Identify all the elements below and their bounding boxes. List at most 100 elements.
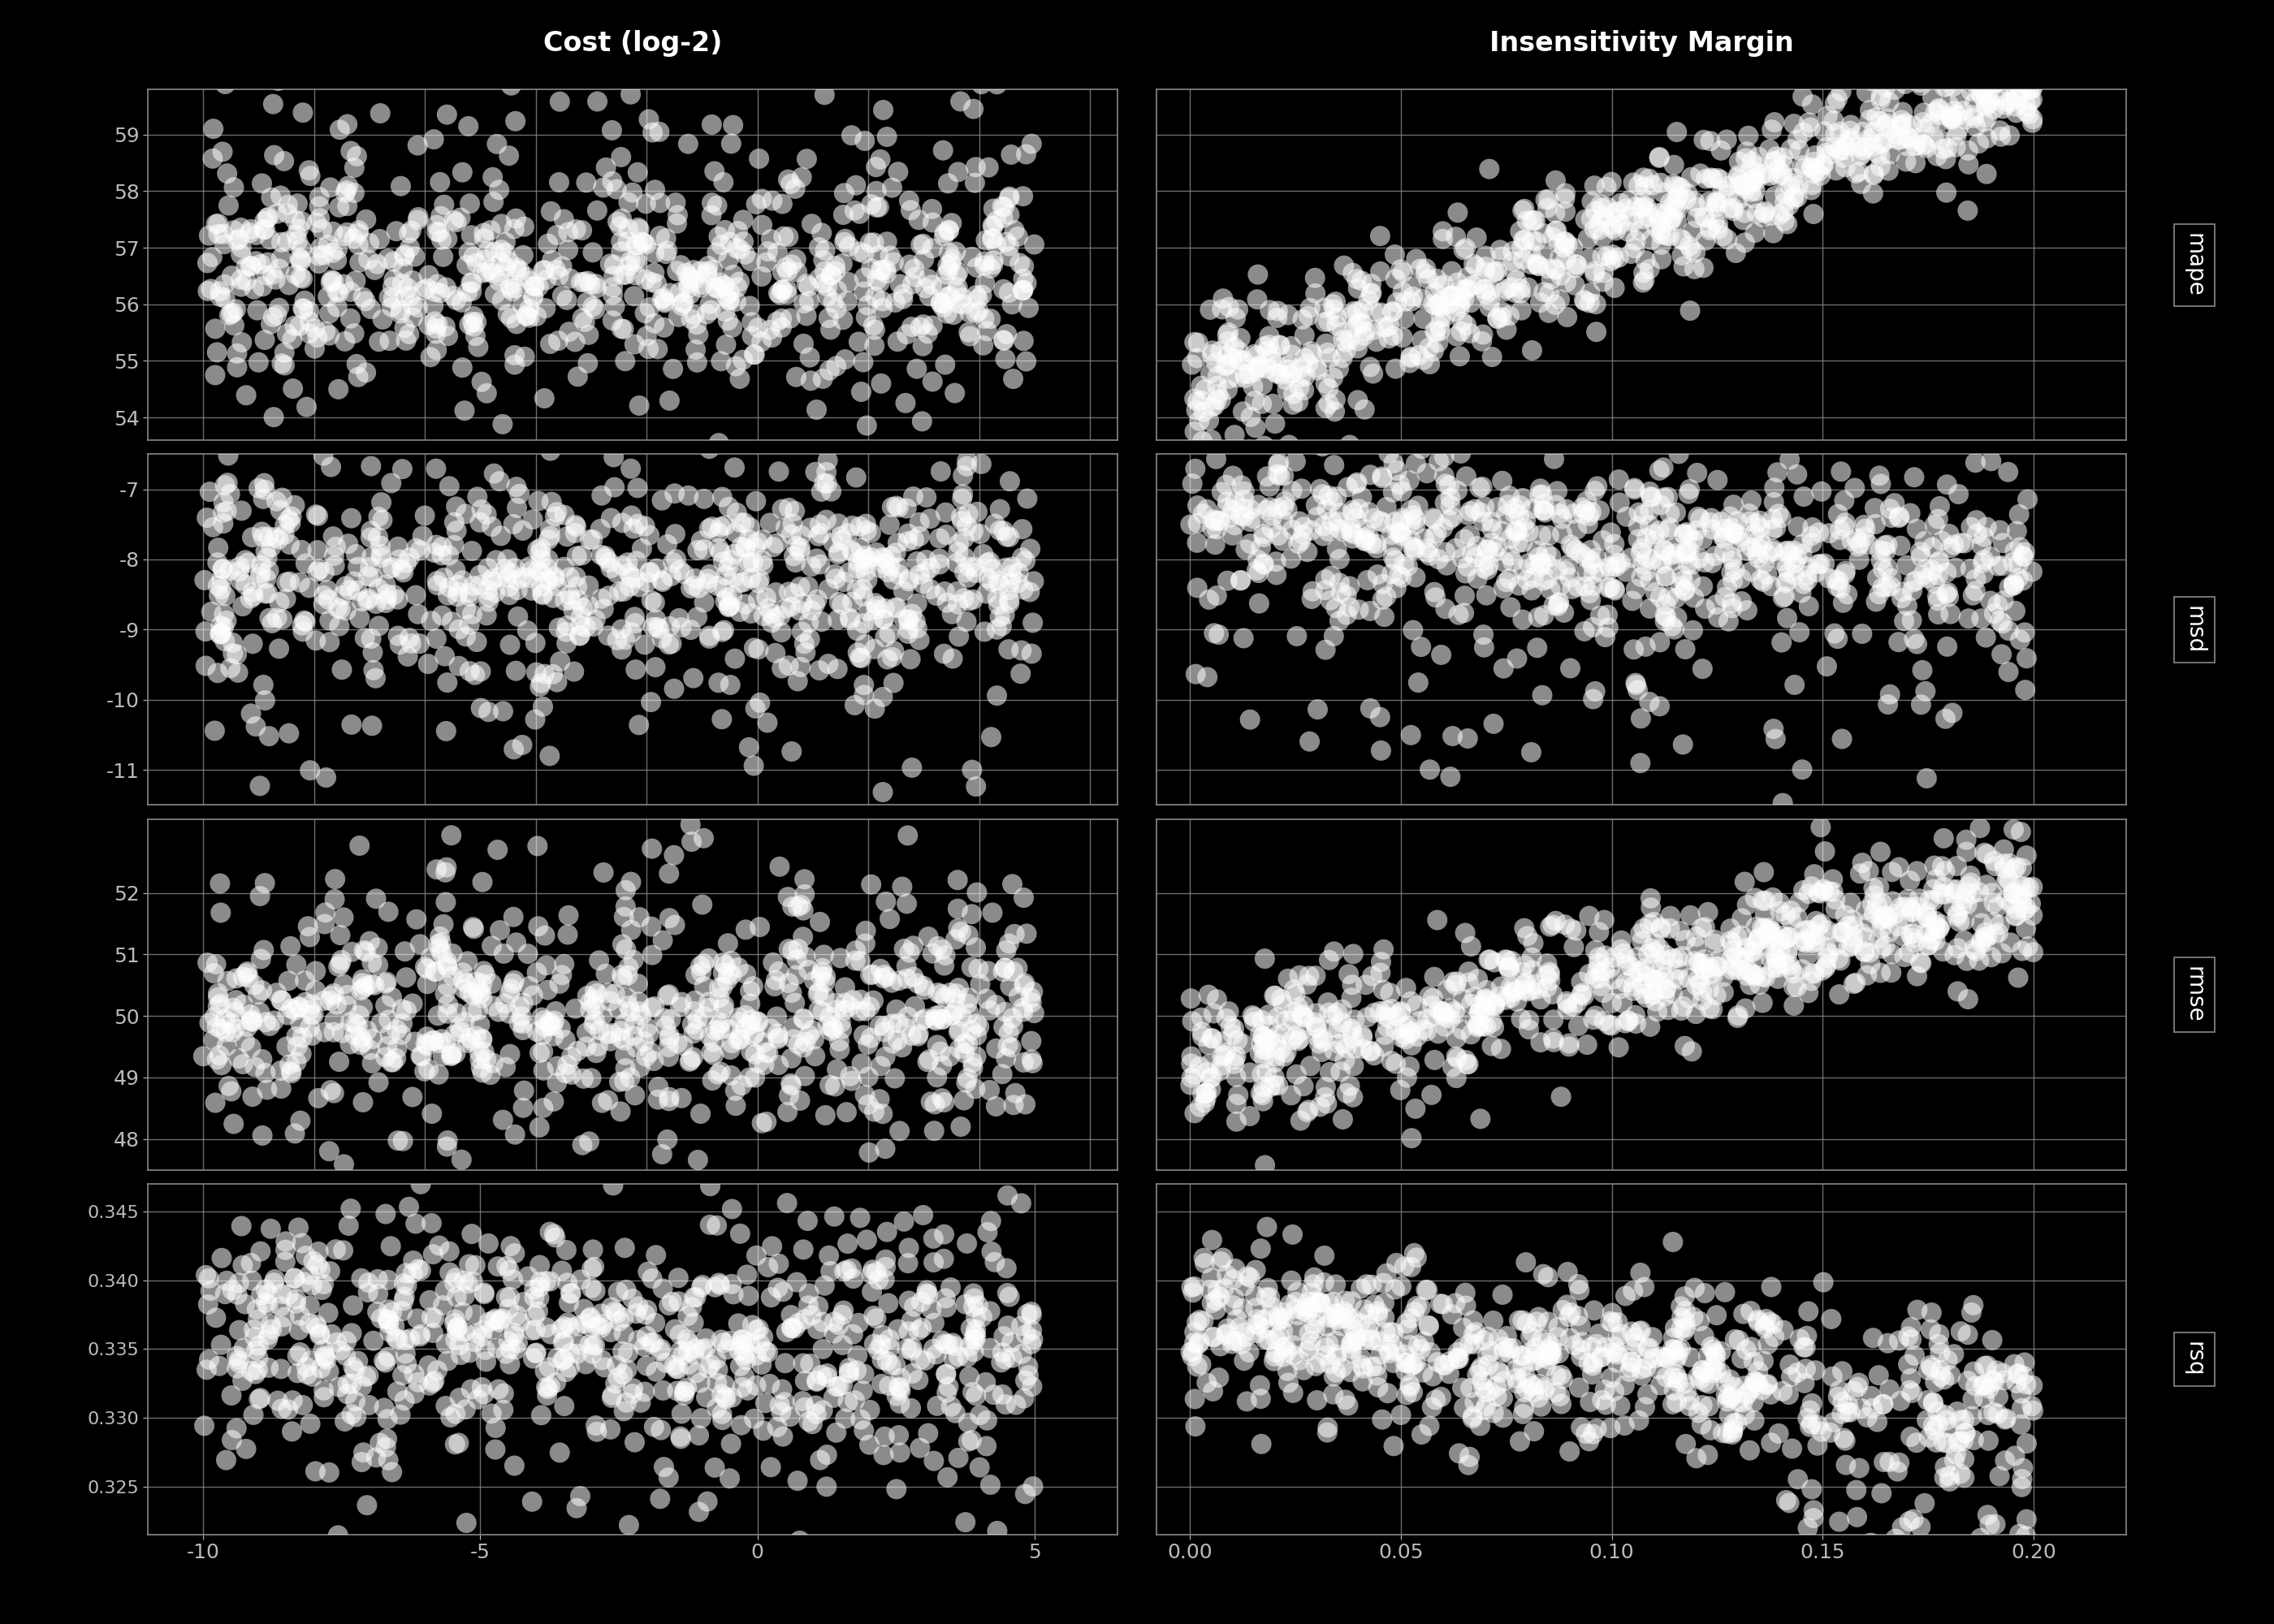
Point xyxy=(721,955,757,981)
Point xyxy=(450,1270,487,1296)
Point xyxy=(1642,208,1678,234)
Point xyxy=(716,1281,753,1307)
Point xyxy=(548,1237,584,1263)
Point xyxy=(619,232,655,258)
Point xyxy=(1978,853,2015,879)
Point xyxy=(782,892,819,918)
Point xyxy=(914,271,951,297)
Point xyxy=(453,1340,489,1366)
Point xyxy=(1628,1382,1665,1408)
Point xyxy=(221,1046,257,1072)
Point xyxy=(1403,257,1439,283)
Point xyxy=(1278,981,1314,1007)
Point xyxy=(621,971,657,997)
Point xyxy=(2006,542,2042,568)
Point xyxy=(641,1338,678,1364)
Point xyxy=(537,1221,573,1247)
Point xyxy=(1908,903,1944,929)
Point xyxy=(580,198,616,224)
Point xyxy=(648,1127,684,1153)
Point xyxy=(773,1315,810,1341)
Point xyxy=(1792,114,1828,140)
Point xyxy=(571,351,607,377)
Point xyxy=(1687,958,1724,984)
Point xyxy=(778,1270,814,1296)
Point xyxy=(439,583,475,609)
Point xyxy=(951,1410,987,1436)
Point xyxy=(371,898,407,924)
Point xyxy=(1333,1330,1369,1356)
Point xyxy=(207,286,243,312)
Point xyxy=(650,388,687,414)
Point xyxy=(300,250,337,276)
Point xyxy=(1405,348,1442,374)
Point xyxy=(234,1402,271,1427)
Point xyxy=(789,271,825,297)
Point xyxy=(1624,705,1660,731)
Point xyxy=(823,1302,860,1328)
Point xyxy=(721,1221,757,1247)
Point xyxy=(673,812,709,838)
Point xyxy=(1317,1301,1353,1327)
Point xyxy=(1817,887,1853,913)
Point xyxy=(1790,979,1826,1005)
Point xyxy=(284,538,321,564)
Point xyxy=(1173,1065,1210,1091)
Point xyxy=(1449,463,1485,489)
Point xyxy=(364,307,400,333)
Point xyxy=(707,273,744,299)
Point xyxy=(705,960,741,986)
Point xyxy=(543,283,580,309)
Point xyxy=(341,1031,377,1057)
Point xyxy=(1594,1364,1630,1390)
Point xyxy=(819,565,855,591)
Point xyxy=(1926,1429,1962,1455)
Point xyxy=(819,1419,855,1445)
Point xyxy=(584,175,621,201)
Point xyxy=(2008,1523,2044,1549)
Point xyxy=(312,1138,348,1164)
Point xyxy=(721,1023,757,1049)
Point xyxy=(512,305,548,331)
Point xyxy=(1621,1408,1658,1434)
Point xyxy=(537,257,573,283)
Point xyxy=(744,1111,780,1137)
Point xyxy=(2010,486,2047,512)
Point xyxy=(1351,287,1387,313)
Point xyxy=(1660,957,1696,983)
Point xyxy=(289,913,325,939)
Point xyxy=(441,653,478,679)
Point xyxy=(941,624,978,650)
Point xyxy=(1014,1317,1051,1343)
Point xyxy=(1760,156,1796,182)
Point xyxy=(327,328,364,354)
Point xyxy=(821,1028,857,1054)
Point xyxy=(1239,1311,1276,1337)
Point xyxy=(1392,1020,1428,1046)
Point xyxy=(589,622,625,648)
Point xyxy=(637,260,673,286)
Point xyxy=(703,1327,739,1353)
Point xyxy=(875,671,912,697)
Point xyxy=(273,1418,309,1444)
Point xyxy=(1367,1289,1403,1315)
Point xyxy=(785,898,821,924)
Point xyxy=(425,911,462,937)
Point xyxy=(1942,529,1978,555)
Point xyxy=(1669,520,1706,546)
Point xyxy=(1976,67,2012,93)
Point xyxy=(1630,166,1667,192)
Point xyxy=(1849,80,1885,106)
Point xyxy=(1449,276,1485,302)
Point xyxy=(1176,1273,1212,1299)
Point xyxy=(446,976,482,1002)
Point xyxy=(287,607,323,633)
Point xyxy=(1310,339,1346,365)
Point xyxy=(1289,1338,1326,1364)
Point xyxy=(1801,1536,1837,1562)
Point xyxy=(705,996,741,1021)
Point xyxy=(864,296,901,322)
Point xyxy=(250,1281,287,1307)
Point xyxy=(391,284,428,310)
Point xyxy=(1228,536,1264,562)
